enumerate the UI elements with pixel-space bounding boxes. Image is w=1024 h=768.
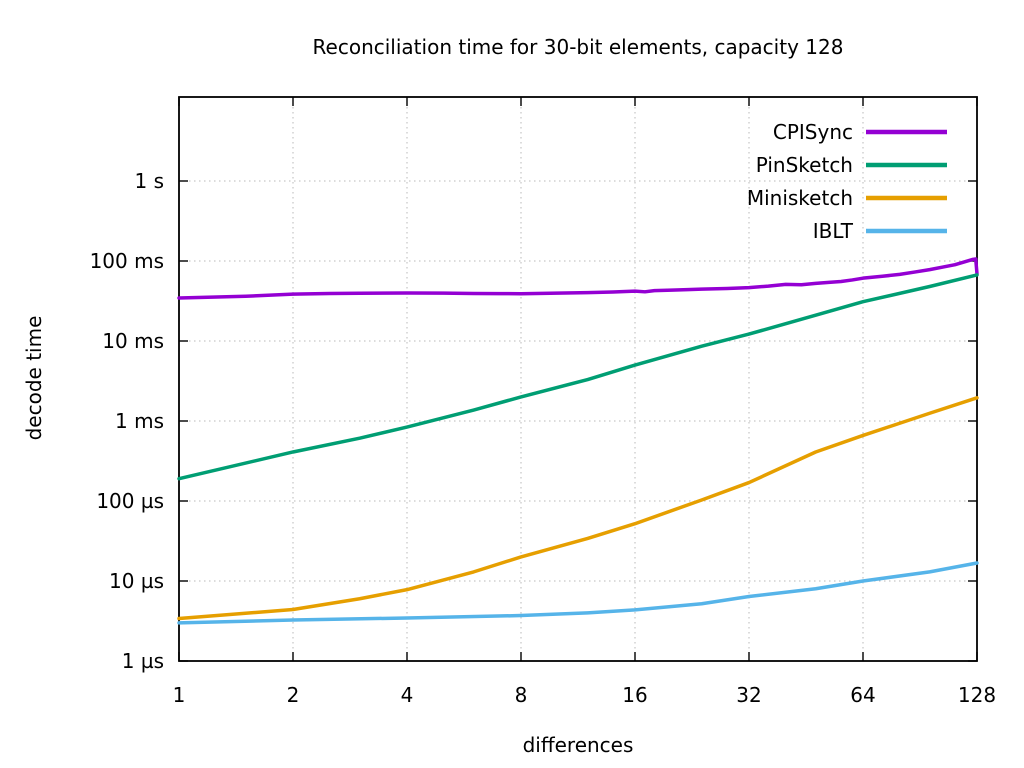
- x-tick-label: 16: [622, 683, 647, 707]
- y-tick-label: 10 µs: [109, 569, 164, 593]
- series-layer: [177, 257, 979, 625]
- y-tick-label: 10 ms: [102, 329, 164, 353]
- y-tick-label: 1 µs: [122, 649, 164, 673]
- x-tick-label: 128: [958, 683, 996, 707]
- legend-label: Minisketch: [747, 186, 853, 210]
- tick-label-layer: 1 2 4 8 16 32 64 128 1 s 100 ms 10 ms 1 ms 100 µs 10 …: [90, 169, 997, 707]
- legend-item-cpisync: CPISync: [773, 120, 947, 144]
- x-tick-label: 2: [287, 683, 300, 707]
- legend-item-pinsketch: PinSketch: [756, 153, 947, 177]
- tick-layer: [178, 97, 978, 662]
- x-tick-label: 4: [401, 683, 414, 707]
- legend-item-minisketch: Minisketch: [747, 186, 947, 210]
- x-tick-label: 8: [515, 683, 528, 707]
- legend-label: CPISync: [773, 120, 853, 144]
- y-tick-label: 1 ms: [115, 409, 164, 433]
- legend: CPISync PinSketch Minisketch IBLT: [747, 120, 947, 243]
- legend-label: IBLT: [813, 219, 854, 243]
- x-tick-label: 64: [850, 683, 875, 707]
- x-tick-label: 32: [736, 683, 761, 707]
- legend-label: PinSketch: [756, 153, 853, 177]
- y-tick-label: 100 ms: [90, 249, 164, 273]
- y-tick-label: 100 µs: [96, 489, 164, 513]
- legend-item-iblt: IBLT: [813, 219, 947, 243]
- plot-border: [178, 96, 978, 662]
- y-axis-label: decode time: [22, 316, 46, 441]
- x-tick-label: 1: [173, 683, 186, 707]
- x-axis-label: differences: [523, 733, 634, 757]
- series-line-minisketch: [177, 396, 979, 621]
- series-line-iblt: [177, 561, 979, 625]
- y-tick-label: 1 s: [134, 169, 164, 193]
- grid-layer: [179, 97, 977, 661]
- series-line-cpisync: [177, 257, 979, 300]
- series-line-pinsketch: [177, 273, 979, 481]
- chart-title: Reconciliation time for 30-bit elements,…: [313, 35, 844, 59]
